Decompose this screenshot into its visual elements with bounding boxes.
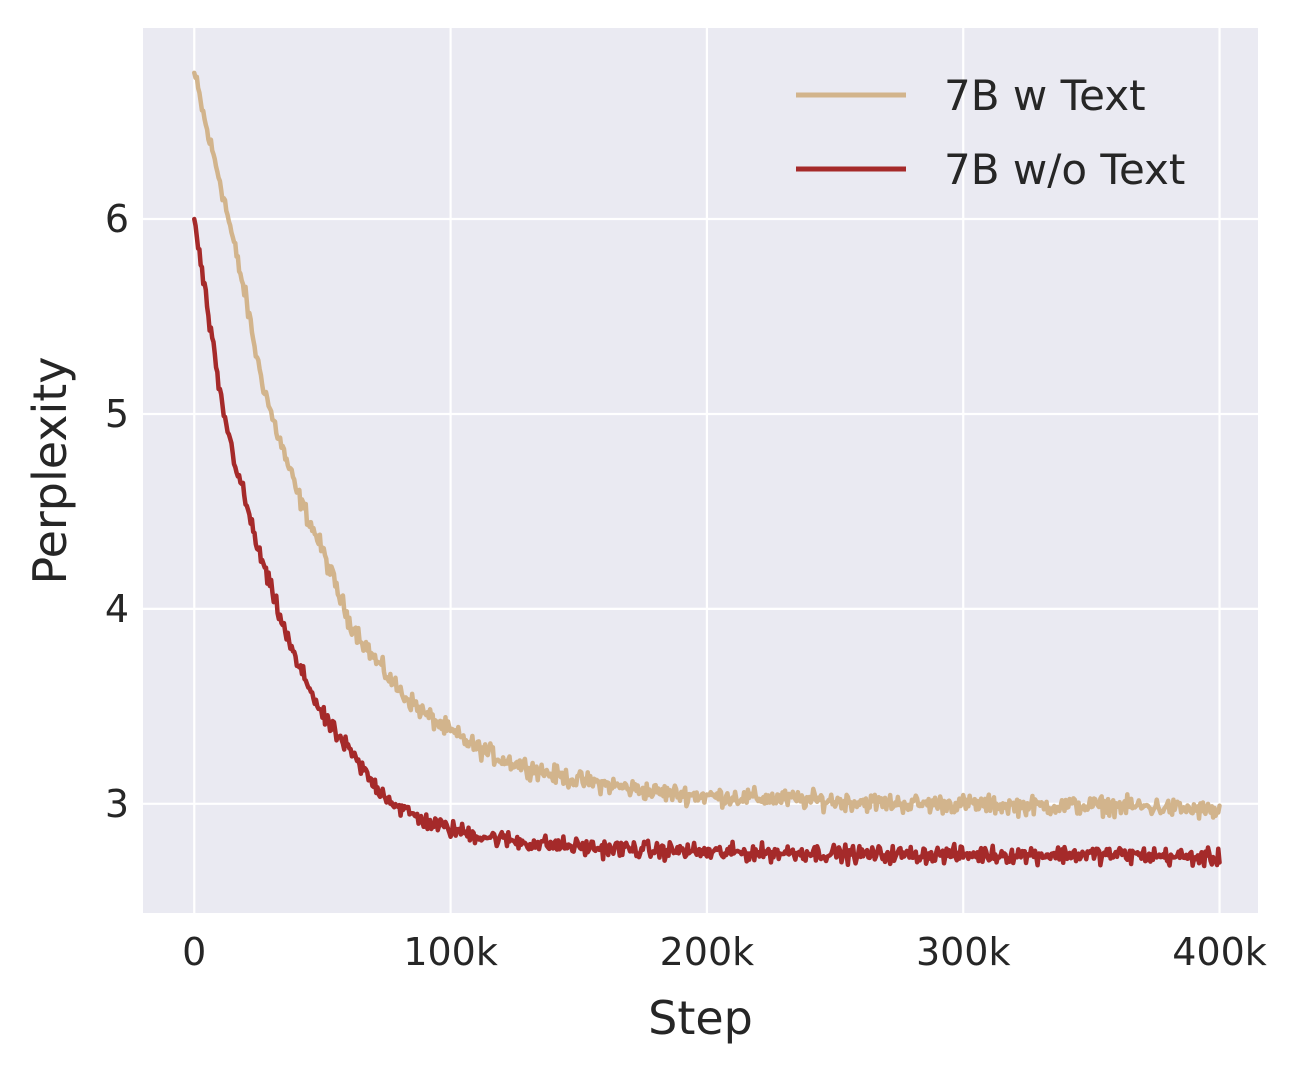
x-tick-label: 200k <box>660 930 755 974</box>
x-tick-label: 300k <box>916 930 1011 974</box>
series-line-1 <box>192 216 1222 869</box>
y-axis-ticks: 3 4 5 6 <box>105 197 129 826</box>
legend-label: 7B w Text <box>944 71 1146 120</box>
x-tick-label: 400k <box>1172 930 1267 974</box>
y-tick-label: 5 <box>105 392 129 436</box>
series-layer <box>192 70 1222 869</box>
x-tick-label: 0 <box>182 930 206 974</box>
y-tick-label: 6 <box>105 197 129 241</box>
x-axis-ticks: 0 100k 200k 300k 400k <box>182 930 1267 974</box>
y-tick-label: 3 <box>105 782 129 826</box>
y-axis-label: Perplexity <box>23 356 77 584</box>
plot-background <box>143 28 1258 913</box>
x-tick-label: 100k <box>403 930 498 974</box>
legend-label: 7B w/o Text <box>944 145 1185 194</box>
series-line-0 <box>192 70 1222 821</box>
y-tick-label: 4 <box>105 587 129 631</box>
legend: 7B w Text 7B w/o Text <box>796 71 1185 194</box>
x-axis-label: Step <box>648 991 753 1045</box>
